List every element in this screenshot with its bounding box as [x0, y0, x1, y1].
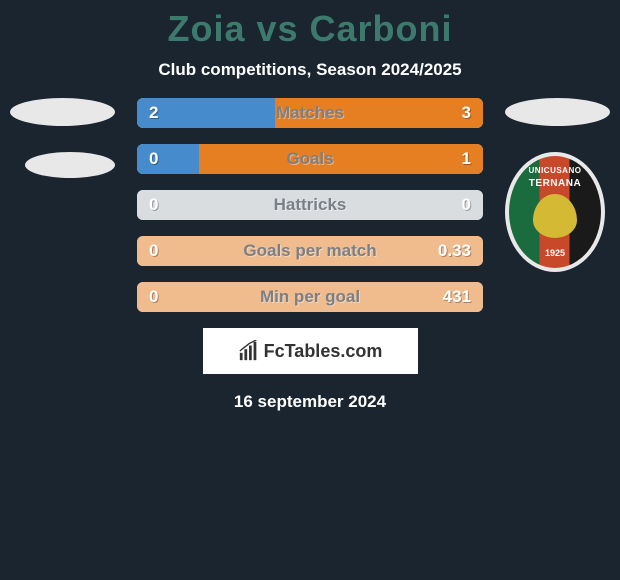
- bar-value-left: 0: [149, 195, 158, 215]
- player-ellipse-icon: [505, 98, 610, 126]
- subtitle: Club competitions, Season 2024/2025: [0, 60, 620, 80]
- bar-value-right: 3: [462, 103, 471, 123]
- bar-row: Matches2 3: [137, 98, 483, 128]
- club-crest: UNICUSANO TERNANA 1925: [505, 152, 605, 272]
- crest-dragon-icon: [533, 194, 577, 238]
- crest-mid-text: TERNANA: [509, 178, 601, 189]
- bar-value-left: 0: [149, 287, 158, 307]
- chart-icon: [238, 340, 260, 362]
- crest-oval: UNICUSANO TERNANA 1925: [505, 152, 605, 272]
- bar-value-right: 1: [462, 149, 471, 169]
- bar-row: Min per goal0 431: [137, 282, 483, 312]
- right-player-icons: UNICUSANO TERNANA 1925: [505, 98, 610, 272]
- bar-value-left: 2: [149, 103, 158, 123]
- date-line: 16 september 2024: [0, 392, 620, 412]
- bar-value-right: 0: [462, 195, 471, 215]
- bar-row: Goals per match0 0.33: [137, 236, 483, 266]
- bar-row: Goals0 1: [137, 144, 483, 174]
- bar-value-left: 0: [149, 241, 158, 261]
- player-ellipse-icon: [10, 98, 115, 126]
- bar-label: Min per goal: [137, 287, 483, 307]
- page-title: Zoia vs Carboni: [0, 0, 620, 50]
- player-ellipse-icon: [25, 152, 115, 178]
- left-player-icons: [10, 98, 115, 178]
- branding-badge: FcTables.com: [203, 328, 418, 374]
- bar-label: Hattricks: [137, 195, 483, 215]
- crest-year: 1925: [509, 248, 601, 258]
- main-area: UNICUSANO TERNANA 1925 Matches23Goals01H…: [0, 98, 620, 312]
- comparison-bars: Matches23Goals01Hattricks00Goals per mat…: [137, 98, 483, 312]
- bar-label: Matches: [137, 103, 483, 123]
- bar-value-right: 431: [443, 287, 471, 307]
- bar-label: Goals: [137, 149, 483, 169]
- crest-top-text: UNICUSANO: [509, 166, 601, 175]
- branding-text: FcTables.com: [264, 341, 383, 362]
- bar-label: Goals per match: [137, 241, 483, 261]
- bar-row: Hattricks0 0: [137, 190, 483, 220]
- bar-value-right: 0.33: [438, 241, 471, 261]
- bar-value-left: 0: [149, 149, 158, 169]
